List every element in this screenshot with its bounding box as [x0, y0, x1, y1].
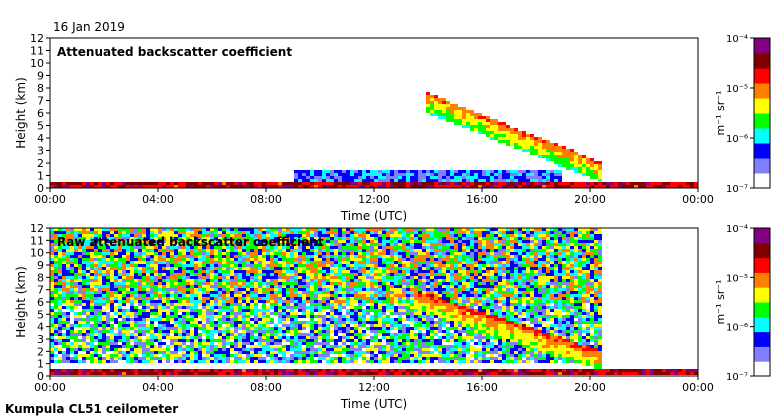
y-axis-label: Height (km) — [14, 77, 28, 148]
x-tick-label: 16:00 — [466, 193, 498, 206]
y-tick-label: 3 — [37, 145, 44, 158]
y-tick-label: 7 — [37, 284, 44, 297]
colorbar-segment — [754, 128, 770, 144]
x-tick-label: 12:00 — [358, 193, 390, 206]
colorbar-tick-label: 10⁻⁷ — [726, 184, 748, 195]
chart-title: Attenuated backscatter coefficient — [57, 45, 292, 59]
y-tick-label: 9 — [37, 259, 44, 272]
x-axis-label: Time (UTC) — [340, 209, 407, 223]
colorbar-segment — [754, 242, 770, 259]
y-tick-label: 10 — [30, 57, 44, 70]
colorbar-segment — [754, 173, 770, 189]
colorbar-segment — [754, 302, 770, 318]
y-tick-label: 12 — [30, 32, 44, 45]
y-tick-label: 8 — [37, 82, 44, 95]
x-tick-label: 00:00 — [34, 193, 66, 206]
colorbar-segment — [754, 83, 770, 99]
colorbar-segment — [754, 68, 770, 84]
x-tick-label: 00:00 — [34, 381, 66, 394]
colorbar-segment — [754, 361, 770, 377]
colorbar-segment — [754, 272, 770, 288]
x-tick-label: 08:00 — [250, 193, 282, 206]
colorbar-tick-label: 10⁻⁶ — [726, 323, 748, 334]
colorbar-tick-label: 10⁻⁵ — [726, 273, 748, 284]
colorbar-tick-label: 10⁻⁷ — [726, 372, 748, 383]
x-tick-label: 08:00 — [250, 381, 282, 394]
y-tick-label: 0 — [37, 370, 44, 383]
y-tick-label: 10 — [30, 247, 44, 260]
colorbar-label: m⁻¹ sr⁻¹ — [714, 91, 727, 136]
colorbar-segment — [754, 158, 770, 174]
y-axis-label: Height (km) — [14, 266, 28, 337]
date-label: 16 Jan 2019 — [53, 20, 125, 34]
colorbar-tick-label: 10⁻⁴ — [726, 224, 748, 235]
colorbar-segment — [754, 143, 770, 159]
colorbar-segment — [754, 287, 770, 303]
y-tick-label: 12 — [30, 222, 44, 235]
instrument-label: Kumpula CL51 ceilometer — [5, 402, 179, 416]
y-tick-label: 9 — [37, 70, 44, 83]
x-tick-label: 04:00 — [142, 193, 174, 206]
y-tick-label: 0 — [37, 182, 44, 195]
colorbar-segment — [754, 38, 770, 54]
colorbar-segment — [754, 257, 770, 273]
x-tick-label: 20:00 — [574, 381, 606, 394]
x-tick-label: 20:00 — [574, 193, 606, 206]
y-tick-label: 2 — [37, 157, 44, 170]
x-tick-label: 16:00 — [466, 381, 498, 394]
colorbar-frame — [753, 227, 771, 377]
colorbar-segment — [754, 346, 770, 362]
colorbar-frame — [753, 37, 771, 189]
colorbar-label: m⁻¹ sr⁻¹ — [714, 280, 727, 325]
x-tick-label: 00:00 — [682, 193, 714, 206]
y-tick-label: 1 — [37, 358, 44, 371]
y-tick-label: 6 — [37, 296, 44, 309]
colorbar-segment — [754, 98, 770, 114]
colorbar-segment — [754, 316, 770, 333]
y-tick-label: 2 — [37, 345, 44, 358]
colorbar-tick-label: 10⁻⁵ — [726, 84, 748, 95]
y-tick-label: 5 — [37, 308, 44, 321]
y-tick-label: 1 — [37, 170, 44, 183]
y-tick-label: 3 — [37, 333, 44, 346]
x-tick-label: 12:00 — [358, 381, 390, 394]
colorbar-tick-label: 10⁻⁶ — [726, 134, 748, 145]
x-tick-label: 00:00 — [682, 381, 714, 394]
y-tick-label: 7 — [37, 95, 44, 108]
y-tick-label: 6 — [37, 107, 44, 120]
y-tick-label: 5 — [37, 120, 44, 133]
colorbar-tick-label: 10⁻⁴ — [726, 34, 748, 45]
y-tick-label: 8 — [37, 271, 44, 284]
colorbar: 10⁻⁴ 10⁻⁵ 10⁻⁶ 10⁻⁷ m⁻¹ sr⁻¹ — [714, 34, 771, 195]
y-tick-label: 4 — [37, 132, 44, 145]
heatmap-field — [50, 92, 698, 188]
colorbar-segment — [754, 228, 770, 244]
chart-title: Raw attenuated backscatter coefficient — [57, 235, 324, 249]
y-tick-label: 11 — [30, 234, 44, 247]
x-axis-label: Time (UTC) — [340, 397, 407, 411]
heatmap-field — [50, 228, 698, 375]
colorbar-segment — [754, 113, 770, 129]
colorbar-segment — [754, 53, 770, 69]
colorbar: 10⁻⁴ 10⁻⁵ 10⁻⁶ 10⁻⁷ m⁻¹ sr⁻¹ — [714, 224, 771, 383]
y-tick-label: 4 — [37, 321, 44, 334]
colorbar-segment — [754, 331, 770, 347]
y-tick-label: 11 — [30, 45, 44, 58]
x-tick-label: 04:00 — [142, 381, 174, 394]
